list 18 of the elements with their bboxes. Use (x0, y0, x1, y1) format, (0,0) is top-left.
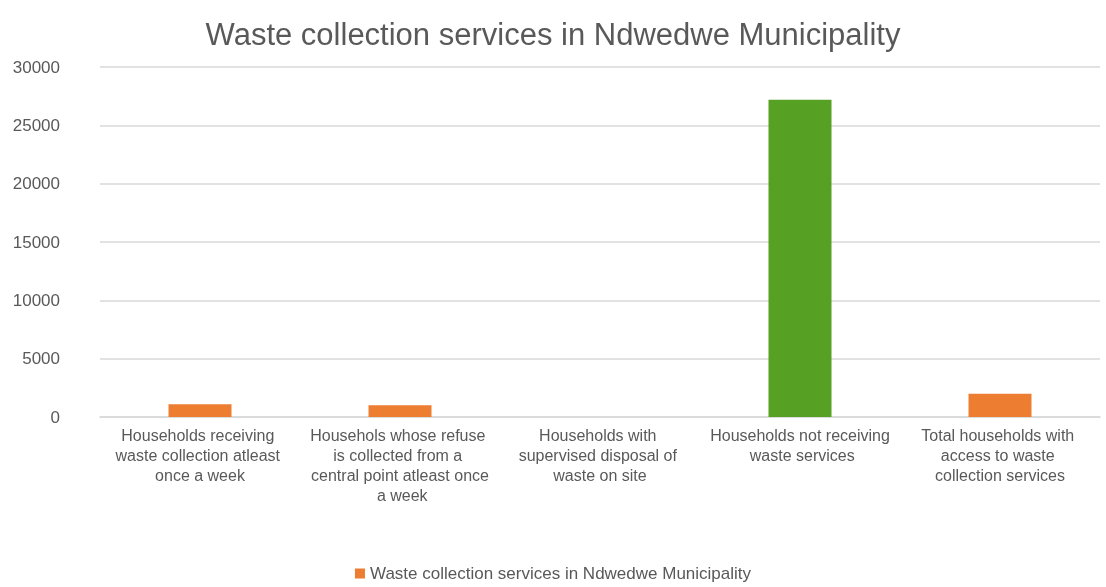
legend-label: Waste collection services in Ndwedwe Municipality (369, 564, 752, 583)
y-tick-label: 20000 (12, 174, 60, 194)
x-tick-label: Total households with access to waste collection services (921, 426, 1079, 484)
y-tick-label: 10000 (12, 290, 60, 310)
y-tick-label: 15000 (12, 232, 60, 252)
y-tick-label: 5000 (22, 349, 60, 369)
x-tick-label: Households with supervised disposal of waste on site (518, 426, 682, 484)
bar (768, 99, 832, 417)
x-tick-label: Households not receiving waste services (710, 426, 890, 464)
y-tick-label: 30000 (12, 57, 60, 77)
x-tick-label: Households receiving waste collection atleast once a week (114, 426, 285, 484)
x-tick-label: Househols whose refuse is collected from a central point atleast once a week (310, 426, 490, 504)
bar (968, 393, 1032, 417)
y-tick-label: 25000 (12, 115, 60, 135)
chart-title: Waste collection services in Ndwedwe Municipality (205, 17, 901, 52)
y-tick-label: 0 (50, 407, 60, 427)
bar (368, 405, 432, 417)
bar (168, 404, 232, 417)
